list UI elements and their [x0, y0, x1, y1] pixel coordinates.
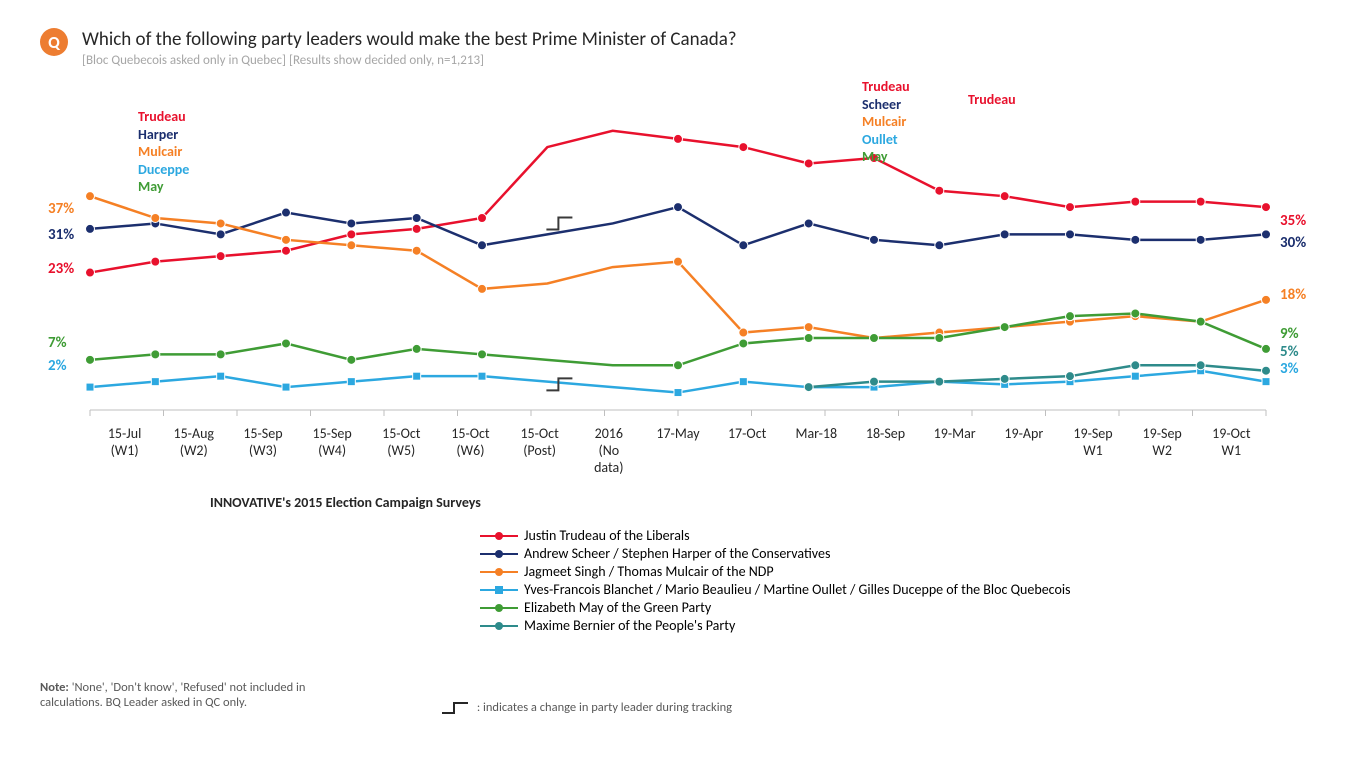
- x-axis-label: 17-Oct: [713, 426, 782, 476]
- x-axis-label: 19-SepW2: [1128, 426, 1197, 476]
- value-label: 31%: [48, 226, 74, 244]
- x-axis-label: 15-Sep(W3): [228, 426, 297, 476]
- legend-item: Yves-Francois Blanchet / Mario Beaulieu …: [480, 581, 1326, 598]
- legend-item: Andrew Scheer / Stephen Harper of the Co…: [480, 545, 1326, 562]
- annotation-mulcair: Mulcair: [138, 143, 189, 161]
- value-label: 30%: [1280, 234, 1306, 252]
- x-axis-label: 15-Aug(W2): [159, 426, 228, 476]
- x-axis-label: 15-Sep(W4): [298, 426, 367, 476]
- value-label: 23%: [48, 260, 74, 278]
- value-label: 35%: [1280, 212, 1306, 230]
- legend-item: Elizabeth May of the Green Party: [480, 599, 1326, 616]
- x-axis-label: 19-SepW1: [1058, 426, 1127, 476]
- annotation-harper: Harper: [138, 126, 189, 144]
- x-axis-label: Mar-18: [782, 426, 851, 476]
- x-axis-label: 15-Oct(W5): [367, 426, 436, 476]
- value-label: 37%: [48, 200, 74, 218]
- legend: Justin Trudeau of the LiberalsAndrew Sch…: [480, 527, 1326, 634]
- legend-item: Justin Trudeau of the Liberals: [480, 527, 1326, 544]
- legend-item: Jagmeet Singh / Thomas Mulcair of the ND…: [480, 563, 1326, 580]
- x-axis-label: 15-Oct(W6): [436, 426, 505, 476]
- x-axis-label: 19-Apr: [989, 426, 1058, 476]
- annotation-duceppe: Duceppe: [138, 161, 189, 179]
- annotation-may: May: [862, 148, 910, 166]
- annotation-trudeau: Trudeau: [138, 108, 189, 126]
- annotation-oullet: Oullet: [862, 131, 910, 149]
- value-label: 5%: [1280, 343, 1299, 361]
- question-badge: Q: [40, 28, 68, 56]
- line-chart: [40, 78, 1326, 448]
- chart-subtitle: [Bloc Quebecois asked only in Quebec] [R…: [82, 53, 737, 68]
- annotation-trudeau-right: Trudeau: [968, 91, 1016, 109]
- footnote-text: Note: 'None', 'Don't know', 'Refused' no…: [40, 680, 305, 710]
- annotation-scheer: Scheer: [862, 96, 910, 114]
- x-axis-label: 19-Mar: [920, 426, 989, 476]
- value-label: 2%: [48, 357, 67, 375]
- footnote: Note: 'None', 'Don't know', 'Refused' no…: [40, 680, 320, 710]
- campaign-bracket-label: INNOVATIVE's 2015 Election Campaign Surv…: [210, 494, 481, 511]
- legend-item: Maxime Bernier of the People's Party: [480, 617, 1326, 634]
- x-axis-label: 15-Jul(W1): [90, 426, 159, 476]
- chart-area: 37%31%23%7%2% 35%30%18%9%5%3% TrudeauHar…: [40, 78, 1326, 453]
- x-axis-label: 2016(Nodata): [574, 426, 643, 476]
- value-label: 7%: [48, 334, 67, 352]
- value-label: 18%: [1280, 286, 1306, 304]
- chart-title: Which of the following party leaders wou…: [82, 28, 737, 51]
- annotation-trudeau: Trudeau: [862, 78, 910, 96]
- x-axis-label: 17-May: [643, 426, 712, 476]
- leader-change-note: : indicates a change in party leader dur…: [440, 700, 732, 716]
- value-label: 3%: [1280, 360, 1299, 378]
- annotation-mulcair: Mulcair: [862, 113, 910, 131]
- x-axis-label: 19-OctW1: [1197, 426, 1266, 476]
- value-label: 9%: [1280, 325, 1299, 343]
- annotation-may: May: [138, 178, 189, 196]
- x-axis-label: 18-Sep: [851, 426, 920, 476]
- x-axis-label: 15-Oct(Post): [505, 426, 574, 476]
